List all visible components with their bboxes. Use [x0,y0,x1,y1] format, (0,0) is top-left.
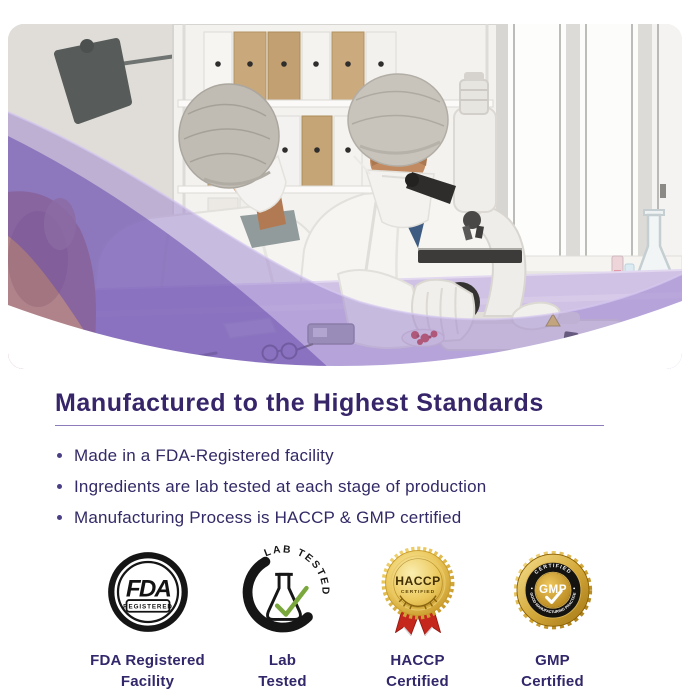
haccp-seal-icon: HACCP CERTIFIED [373,545,463,639]
badge-label: FDA Registered Facility [90,652,205,690]
badge-haccp: HACCP CERTIFIED HACCP Certified [350,545,485,692]
title-underline [55,425,604,426]
lab-window [493,24,682,286]
badge-label: Lab Tested [258,652,307,690]
badge-fda: FDA REGISTERED FDA Registered Facility [80,545,215,692]
purple-swoosh-highlight [8,111,682,321]
bullet-dot [57,453,62,458]
badge-label: GMP Certified [521,652,584,690]
list-item: Manufacturing Process is HACCP & GMP cer… [57,502,486,533]
page-title: Manufactured to the Highest Standards [55,389,544,417]
svg-text:HACCP: HACCP [395,574,440,588]
gmp-seal-icon: GMP CERTIFIED GOOD MANUFACTURING PRACTIC… [508,545,598,639]
list-item: Made in a FDA-Registered facility [57,440,486,471]
purple-swoosh-dark [8,136,330,369]
list-item: Ingredients are lab tested at each stage… [57,471,486,502]
feature-list: Made in a FDA-Registered facility Ingred… [57,440,486,533]
bullet-text: Made in a FDA-Registered facility [74,445,334,465]
badge-gmp: GMP CERTIFIED GOOD MANUFACTURING PRACTIC… [485,545,620,692]
bullet-dot [57,484,62,489]
svg-text:GMP: GMP [539,583,567,596]
certification-badges: FDA REGISTERED FDA Registered Facility L… [80,545,620,692]
hero-photo [8,24,682,369]
lab-tested-seal-icon: LAB TESTED [236,545,330,639]
svg-text:CERTIFIED: CERTIFIED [400,589,434,595]
bullet-text: Ingredients are lab tested at each stage… [74,476,487,496]
svg-text:REGISTERED: REGISTERED [123,604,173,611]
photo-bottom-curve [8,301,682,369]
bullet-text: Manufacturing Process is HACCP & GMP cer… [74,507,462,527]
badge-label: HACCP Certified [386,652,449,690]
hero-photo-illustration [8,24,682,369]
svg-text:FDA: FDA [125,575,170,602]
section-header: Manufactured to the Highest Standards [55,388,635,426]
svg-text:LAB TESTED: LAB TESTED [262,545,329,596]
fda-registered-seal-icon: FDA REGISTERED [105,545,191,639]
badge-lab-tested: LAB TESTED Lab Tested [215,545,350,692]
bullet-dot [57,515,62,520]
